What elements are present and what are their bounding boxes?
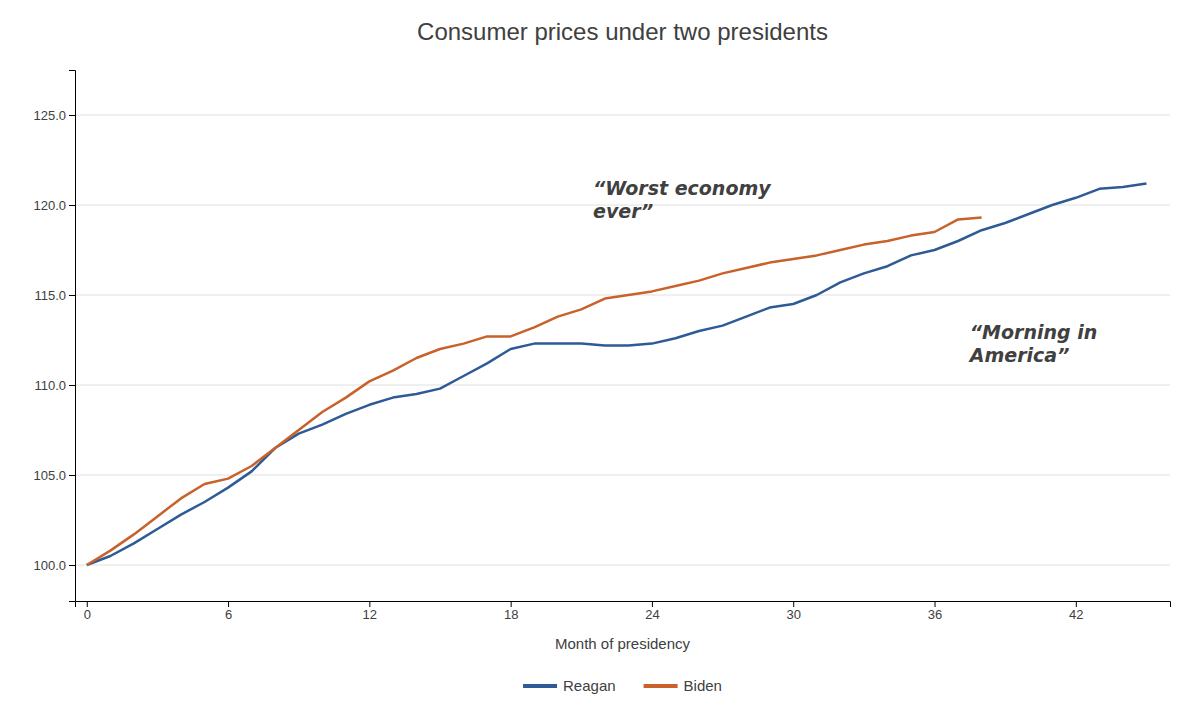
x-tick: 36 <box>928 601 942 622</box>
legend-item: Reagan <box>523 677 616 694</box>
x-tick: 24 <box>645 601 659 622</box>
grid-line <box>75 385 1170 386</box>
y-tick: 110.0 <box>34 378 75 393</box>
y-tick: 100.0 <box>33 558 75 573</box>
y-tick-label: 125.0 <box>33 108 66 123</box>
annotations: “Worst economyever” “Morning inAmerica” <box>593 177 1097 366</box>
x-tick: 42 <box>1069 601 1083 622</box>
title: Consumer prices under two presidents <box>417 18 828 45</box>
y-tick-mark <box>69 385 75 386</box>
x-tick-mark <box>652 601 653 607</box>
y-tick-mark <box>69 115 75 116</box>
annotation-line: “Morning in <box>970 321 1097 343</box>
x-axis-line <box>76 602 1171 608</box>
x-tick-label: 42 <box>1069 607 1083 622</box>
line <box>87 183 1147 565</box>
y-tick-mark <box>69 475 75 476</box>
x-axis: 0 6 12 18 24 30 36 42 <box>76 601 1171 622</box>
annotation: “Worst economyever” <box>593 177 772 222</box>
y-tick-mark <box>69 565 75 566</box>
line <box>87 218 982 565</box>
y-tick-label: 105.0 <box>33 468 66 483</box>
annotation-line: ever” <box>593 200 653 222</box>
x-tick-mark <box>511 601 512 607</box>
x-tick-mark <box>935 601 936 607</box>
y-tick-mark <box>69 295 75 296</box>
y-tick: 125.0 <box>33 108 75 123</box>
x-tick-mark <box>1076 601 1077 607</box>
x-tick: 6 <box>225 601 232 622</box>
grid-line <box>75 475 1170 476</box>
y-tick-label: 100.0 <box>33 558 66 573</box>
x-tick-label: 30 <box>786 607 800 622</box>
y-tick: 120.0 <box>33 198 75 213</box>
annotation: “Morning inAmerica” <box>968 321 1097 366</box>
x-tick-label: 12 <box>363 607 377 622</box>
x-tick: 30 <box>786 601 800 622</box>
y-axis: 100.0 105.0 110.0 115.0 120.0 125.0 <box>33 71 75 602</box>
x-tick-mark <box>793 601 794 607</box>
lines <box>87 183 1147 565</box>
legend: Reagan Biden <box>523 677 722 694</box>
y-tick-label: 115.0 <box>34 288 66 303</box>
y-tick: 105.0 <box>33 468 75 483</box>
x-axis-title: Month of presidency <box>555 635 691 652</box>
y-tick: 115.0 <box>34 288 75 303</box>
x-tick: 0 <box>84 601 91 622</box>
annotation-line: “Worst economy <box>593 177 772 199</box>
annotation-line: America” <box>968 344 1070 366</box>
x-tick-mark <box>228 601 229 607</box>
y-tick-mark <box>69 205 75 206</box>
legend-swatch <box>644 684 678 688</box>
x-tick-label: 0 <box>84 607 91 622</box>
legend-item: Biden <box>644 677 722 694</box>
grid <box>75 115 1170 565</box>
plot: 06121824303642100.0105.0110.0115.0120.01… <box>33 71 1170 623</box>
legend-label: Biden <box>684 677 722 694</box>
x-tick-label: 36 <box>928 607 942 622</box>
x-tick-mark <box>87 601 88 607</box>
y-tick-label: 120.0 <box>33 198 66 213</box>
legend-swatch <box>523 684 557 688</box>
x-tick-label: 18 <box>504 607 518 622</box>
x-tick: 12 <box>363 601 377 622</box>
legend-label: Reagan <box>563 677 616 694</box>
x-tick-label: 24 <box>645 607 659 622</box>
chart: 06121824303642100.0105.0110.0115.0120.01… <box>0 0 1200 716</box>
y-tick-label: 110.0 <box>34 378 66 393</box>
grid-line <box>75 565 1170 566</box>
x-tick-mark <box>369 601 370 607</box>
x-tick: 18 <box>504 601 518 622</box>
x-tick-label: 6 <box>225 607 232 622</box>
y-axis-line <box>69 71 76 602</box>
grid-line <box>75 115 1170 116</box>
